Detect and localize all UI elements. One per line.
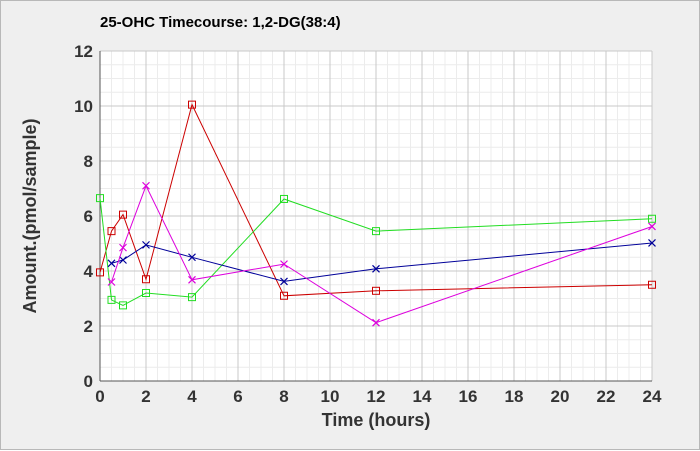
- data-point: [142, 275, 150, 284]
- data-point: [96, 268, 104, 277]
- series-3: [107, 239, 656, 286]
- y-tick-label: 8: [84, 152, 93, 171]
- x-tick-label: 4: [187, 387, 197, 406]
- data-point: [188, 275, 196, 284]
- data-point: [142, 289, 150, 297]
- data-point: [142, 181, 150, 190]
- data-point: [119, 256, 127, 264]
- x-tick-label: 20: [551, 387, 570, 406]
- major-grid: [99, 50, 653, 382]
- y-axis-title: Amount.(pmol/sample): [20, 118, 40, 313]
- data-point: [107, 227, 116, 236]
- series-2: [96, 194, 656, 310]
- data-point: [188, 293, 196, 302]
- x-tick-label: 8: [279, 387, 288, 406]
- x-tick-label: 6: [233, 387, 242, 406]
- x-axis-title: Time (hours): [322, 410, 431, 430]
- data-point: [648, 239, 656, 247]
- data-point: [372, 227, 380, 236]
- x-tick-label: 16: [459, 387, 478, 406]
- y-tick-label: 6: [84, 207, 93, 226]
- data-point: [648, 214, 656, 223]
- data-point: [188, 253, 196, 262]
- y-tick-label: 4: [84, 262, 94, 281]
- data-point: [119, 243, 127, 252]
- data-point: [188, 100, 196, 109]
- series-line: [99, 103, 653, 297]
- chart-title: 25-OHC Timecourse: 1,2-DG(38:4): [100, 14, 341, 31]
- series-1: [96, 100, 656, 300]
- series-line: [99, 198, 653, 306]
- data-point: [648, 280, 656, 289]
- series-4: [107, 181, 656, 327]
- y-tick-label: 10: [74, 97, 93, 116]
- data-point: [648, 222, 656, 231]
- x-tick-label: 18: [505, 387, 524, 406]
- x-tick-label: 22: [597, 387, 616, 406]
- data-point: [107, 295, 116, 304]
- data-point: [372, 286, 380, 295]
- y-tick-label: 0: [84, 372, 93, 391]
- x-tick-label: 0: [95, 387, 104, 406]
- y-tick-label: 12: [74, 42, 93, 61]
- x-tick-label: 10: [321, 387, 340, 406]
- data-point: [280, 260, 288, 269]
- x-tick-label: 24: [643, 387, 662, 406]
- data-point: [119, 301, 127, 310]
- x-tick-label: 12: [367, 387, 386, 406]
- data-point: [107, 259, 116, 268]
- data-point: [280, 291, 288, 300]
- data-point: [142, 240, 150, 249]
- data-point: [107, 278, 116, 286]
- x-tick-label: 14: [413, 387, 432, 406]
- y-tick-label: 2: [84, 317, 93, 336]
- data-point: [372, 264, 380, 273]
- data-point: [280, 194, 288, 203]
- axes: [99, 51, 652, 382]
- data-point: [372, 318, 380, 327]
- series-layer: [96, 100, 656, 327]
- data-point: [119, 210, 127, 219]
- x-tick-label: 2: [141, 387, 150, 406]
- data-point: [96, 194, 104, 203]
- data-point: [280, 277, 288, 286]
